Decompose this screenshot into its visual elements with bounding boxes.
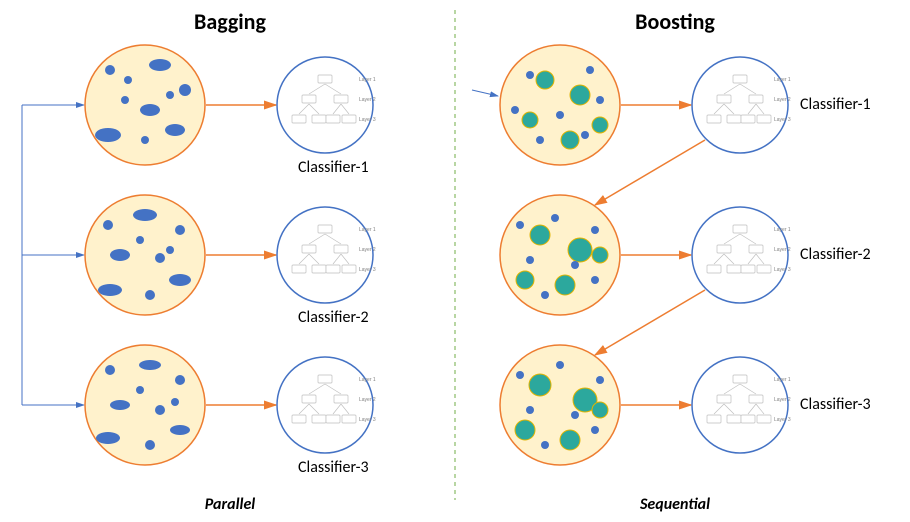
bagging-classifier-circle-3 — [277, 357, 373, 453]
svg-text:Layer 1: Layer 1 — [774, 227, 791, 233]
svg-text:Layer 2: Layer 2 — [359, 97, 376, 103]
svg-text:Layer 3: Layer 3 — [774, 267, 791, 273]
diagram-svg: Layer 1 Layer 2 Layer 3 Layer 1 Layer 2 Layer… — [0, 0, 910, 522]
svg-text:Layer 3: Layer 3 — [359, 267, 376, 273]
svg-text:Layer 2: Layer 2 — [359, 397, 376, 403]
svg-text:Layer 2: Layer 2 — [774, 247, 791, 253]
svg-text:Layer 3: Layer 3 — [774, 117, 791, 123]
svg-text:Layer 3: Layer 3 — [359, 417, 376, 423]
boosting-classifier-circle-2 — [692, 207, 788, 303]
svg-text:Layer 2: Layer 2 — [774, 97, 791, 103]
boosting-data-circle-1 — [500, 45, 620, 165]
boosting-classifier-circle-1 — [692, 57, 788, 153]
svg-text:Layer 1: Layer 1 — [774, 377, 791, 383]
svg-text:Layer 1: Layer 1 — [359, 77, 376, 83]
svg-text:Layer 1: Layer 1 — [774, 77, 791, 83]
diagram-container: Bagging Boosting Parallel Sequential Cla… — [0, 0, 910, 522]
svg-text:Layer 3: Layer 3 — [359, 117, 376, 123]
svg-text:Layer 1: Layer 1 — [359, 377, 376, 383]
svg-text:Layer 3: Layer 3 — [774, 417, 791, 423]
boosting-classifier-circle-3 — [692, 357, 788, 453]
svg-text:Layer 2: Layer 2 — [774, 397, 791, 403]
bagging-classifier-circle-1 — [277, 57, 373, 153]
svg-text:Layer 2: Layer 2 — [359, 247, 376, 253]
svg-text:Layer 1: Layer 1 — [359, 227, 376, 233]
bagging-classifier-circle-2 — [277, 207, 373, 303]
